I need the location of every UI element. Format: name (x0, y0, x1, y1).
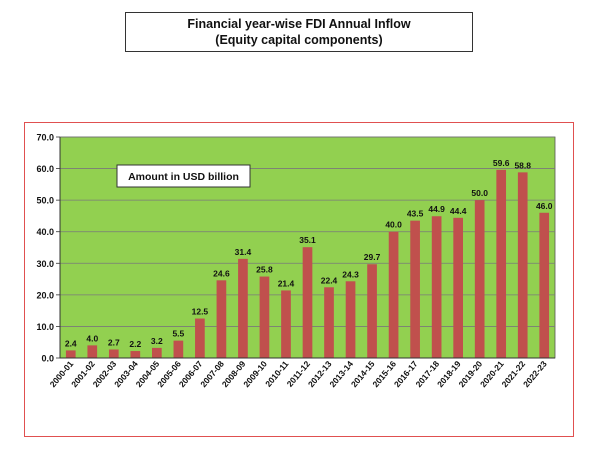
bar (302, 247, 313, 358)
bar (87, 345, 98, 358)
y-tick-label: 10.0 (36, 322, 54, 332)
bar (431, 216, 442, 358)
bar-value-label: 22.4 (321, 275, 338, 285)
bar-value-label: 24.6 (213, 268, 230, 278)
bar (496, 169, 507, 358)
bar-value-label: 12.5 (192, 307, 209, 317)
bar (130, 351, 141, 358)
bar-value-label: 31.4 (235, 247, 252, 257)
bar-value-label: 40.0 (385, 220, 402, 230)
bar (324, 287, 334, 358)
y-tick-label: 50.0 (36, 196, 54, 206)
bar-value-label: 21.4 (278, 278, 295, 288)
bar (281, 290, 291, 358)
bar-value-label: 5.5 (172, 329, 184, 339)
chart-title-box: Financial year-wise FDI Annual Inflow (E… (125, 12, 473, 52)
bar (474, 200, 485, 358)
bar-value-label: 46.0 (536, 201, 553, 211)
bar-value-label: 29.7 (364, 252, 381, 262)
bar-value-label: 4.0 (86, 333, 98, 343)
y-tick-label: 30.0 (36, 259, 54, 269)
bar-value-label: 3.2 (151, 336, 163, 346)
bar (195, 318, 205, 358)
bar (453, 217, 463, 358)
bar-value-label: 59.6 (493, 158, 510, 168)
annotation-text: Amount in USD billion (128, 171, 239, 183)
bar (539, 212, 550, 358)
bar-value-label: 2.2 (129, 339, 141, 349)
bar-value-label: 2.4 (65, 338, 77, 348)
bar (388, 231, 399, 358)
bar (410, 220, 420, 358)
bar-value-label: 43.5 (407, 209, 424, 219)
bar (173, 340, 184, 358)
bar (517, 172, 528, 358)
x-tick-label: 2022-23 (521, 359, 549, 390)
y-tick-label: 20.0 (36, 290, 54, 300)
bar (108, 349, 119, 358)
bar (345, 281, 356, 358)
y-tick-label: 60.0 (36, 164, 54, 174)
bar-value-label: 24.3 (342, 269, 359, 279)
bar-value-label: 25.8 (256, 265, 273, 275)
bar (238, 258, 248, 358)
chart-title-line1: Financial year-wise FDI Annual Inflow (187, 17, 411, 31)
bar-value-label: 35.1 (299, 235, 316, 245)
bar (367, 264, 377, 358)
bar (216, 280, 227, 358)
bar (152, 347, 162, 358)
y-tick-label: 70.0 (36, 133, 54, 143)
bar-value-label: 50.0 (471, 188, 488, 198)
chart-title-line2: (Equity capital components) (215, 33, 383, 47)
annotation-box (116, 164, 251, 188)
y-tick-label: 40.0 (36, 227, 54, 237)
bar-value-label: 44.9 (428, 204, 445, 214)
bar-value-label: 58.8 (514, 160, 531, 170)
bar-value-label: 2.7 (108, 337, 120, 347)
y-tick-label: 0.0 (41, 354, 54, 364)
bar (259, 276, 270, 358)
bar-value-label: 44.4 (450, 206, 467, 216)
bar (65, 350, 76, 358)
